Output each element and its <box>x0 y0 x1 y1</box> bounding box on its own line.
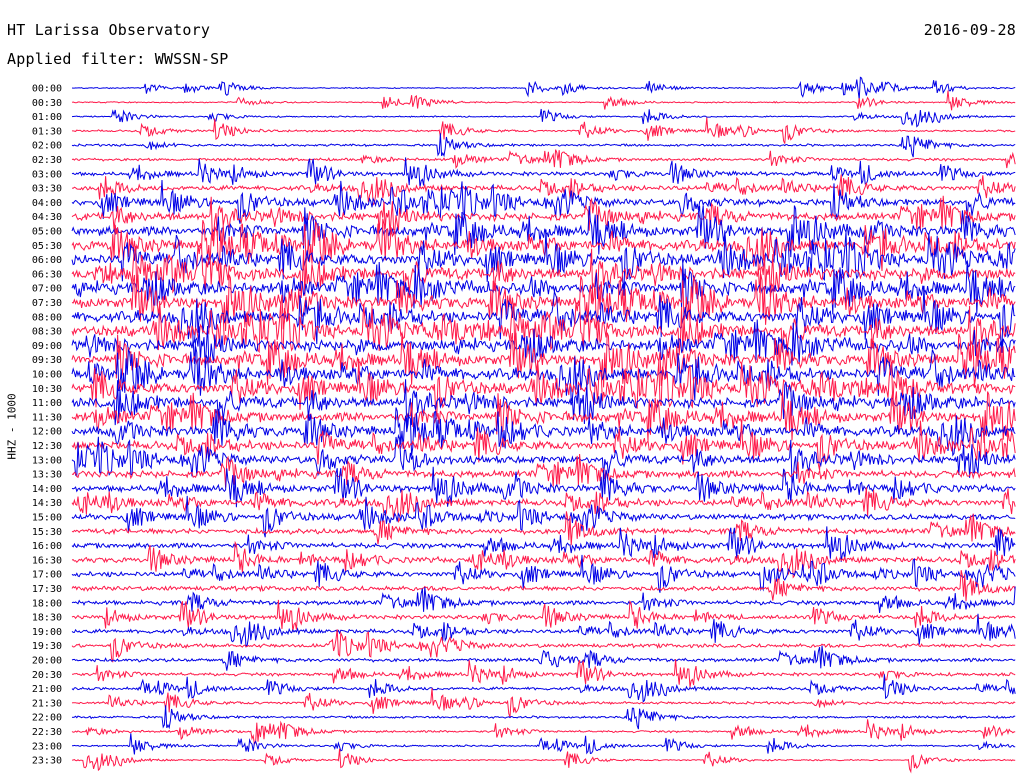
row-time-label: 13:30 <box>32 470 62 481</box>
trace-line <box>71 358 1016 417</box>
trace-line <box>71 433 1016 484</box>
trace-line <box>71 487 1016 524</box>
row-time-label: 03:00 <box>32 169 62 180</box>
row-time-label: 14:00 <box>32 484 62 495</box>
trace-line <box>71 149 1016 169</box>
row-time-label: 04:30 <box>32 212 62 223</box>
row-time-label: 14:30 <box>32 498 62 509</box>
row-time-label: 21:00 <box>32 684 62 695</box>
trace-line <box>71 540 1016 579</box>
row-time-label: 08:30 <box>32 327 62 338</box>
trace-line <box>71 205 1016 258</box>
trace-line <box>71 629 1016 663</box>
row-time-label: 22:00 <box>32 713 62 724</box>
trace-line <box>71 174 1016 206</box>
row-time-label: 16:30 <box>32 555 62 566</box>
row-time-label: 00:30 <box>32 98 62 109</box>
trace-line <box>71 90 1016 111</box>
row-time-label: 09:00 <box>32 341 62 352</box>
observatory-title: HT Larissa Observatory <box>7 21 211 39</box>
row-time-label: 05:30 <box>32 241 62 252</box>
row-time-label: 18:30 <box>32 613 62 624</box>
row-time-label: 06:00 <box>32 255 62 266</box>
trace-line <box>71 570 1016 602</box>
row-time-label: 11:00 <box>32 398 62 409</box>
trace-line <box>71 133 1016 158</box>
row-time-label: 10:00 <box>32 370 62 381</box>
trace-line <box>71 554 1016 593</box>
row-time-label: 06:30 <box>32 269 62 280</box>
trace-line <box>71 526 1016 562</box>
trace-line <box>71 243 1016 305</box>
row-time-label: 15:30 <box>32 527 62 538</box>
row-time-label: 13:00 <box>32 455 62 466</box>
row-time-label: 01:30 <box>32 126 62 137</box>
row-time-label: 19:30 <box>32 641 62 652</box>
row-time-label: 02:30 <box>32 155 62 166</box>
row-time-label: 12:30 <box>32 441 62 452</box>
trace-line <box>71 645 1016 671</box>
row-time-label: 08:00 <box>32 312 62 323</box>
trace-line <box>72 117 1016 144</box>
trace-line <box>71 332 1016 388</box>
trace-line <box>71 229 1016 289</box>
row-time-label: 23:30 <box>32 756 62 767</box>
row-time-label: 17:00 <box>32 570 62 581</box>
row-time-label: 10:30 <box>32 384 62 395</box>
trace-line <box>71 466 1016 508</box>
row-time-label: 01:00 <box>32 112 62 123</box>
row-time-label: 15:00 <box>32 513 62 524</box>
trace-line <box>71 705 1016 730</box>
row-time-label: 07:30 <box>32 298 62 309</box>
row-time-label: 03:30 <box>32 184 62 195</box>
row-time-label: 04:00 <box>32 198 62 209</box>
trace-line <box>71 495 1016 538</box>
trace-line <box>71 453 1016 488</box>
row-time-label: 20:30 <box>32 670 62 681</box>
record-date: 2016-09-28 <box>923 21 1016 39</box>
trace-line <box>71 157 1016 188</box>
applied-filter: Applied filter: WWSSN-SP <box>7 50 229 68</box>
trace-line <box>71 658 1016 688</box>
trace-line <box>71 179 1016 224</box>
trace-line <box>71 195 1016 241</box>
trace-line <box>71 300 1016 362</box>
row-time-label: 11:30 <box>32 412 62 423</box>
row-time-label: 00:00 <box>32 84 62 95</box>
trace-line <box>71 586 1016 613</box>
trace-line <box>71 748 1016 774</box>
row-time-label: 02:00 <box>32 141 62 152</box>
trace-line <box>71 674 1016 703</box>
row-time-label: 17:30 <box>32 584 62 595</box>
row-time-label: 23:00 <box>32 741 62 752</box>
row-time-label: 19:00 <box>32 627 62 638</box>
trace-line <box>71 511 1016 546</box>
trace-line <box>71 733 1016 755</box>
row-time-label: 07:00 <box>32 284 62 295</box>
trace-line <box>71 76 1016 100</box>
trace-line <box>71 108 1016 128</box>
row-time-label: 22:30 <box>32 727 62 738</box>
row-time-label: 16:00 <box>32 541 62 552</box>
trace-line <box>71 599 1016 632</box>
trace-line <box>71 218 1016 273</box>
row-time-label: 09:30 <box>32 355 62 366</box>
trace-line <box>71 688 1016 718</box>
row-time-label: 12:00 <box>32 427 62 438</box>
row-time-label: 21:30 <box>32 698 62 709</box>
row-time-label: 18:00 <box>32 598 62 609</box>
trace-line <box>71 379 1016 431</box>
trace-line <box>71 719 1016 746</box>
trace-line <box>71 419 1016 471</box>
trace-line <box>71 407 1016 457</box>
trace-line <box>71 274 1016 332</box>
trace-line <box>71 613 1016 648</box>
row-time-label: 05:00 <box>32 227 62 238</box>
row-time-label: 20:00 <box>32 656 62 667</box>
trace-line <box>71 319 1016 369</box>
trace-line <box>71 391 1016 444</box>
